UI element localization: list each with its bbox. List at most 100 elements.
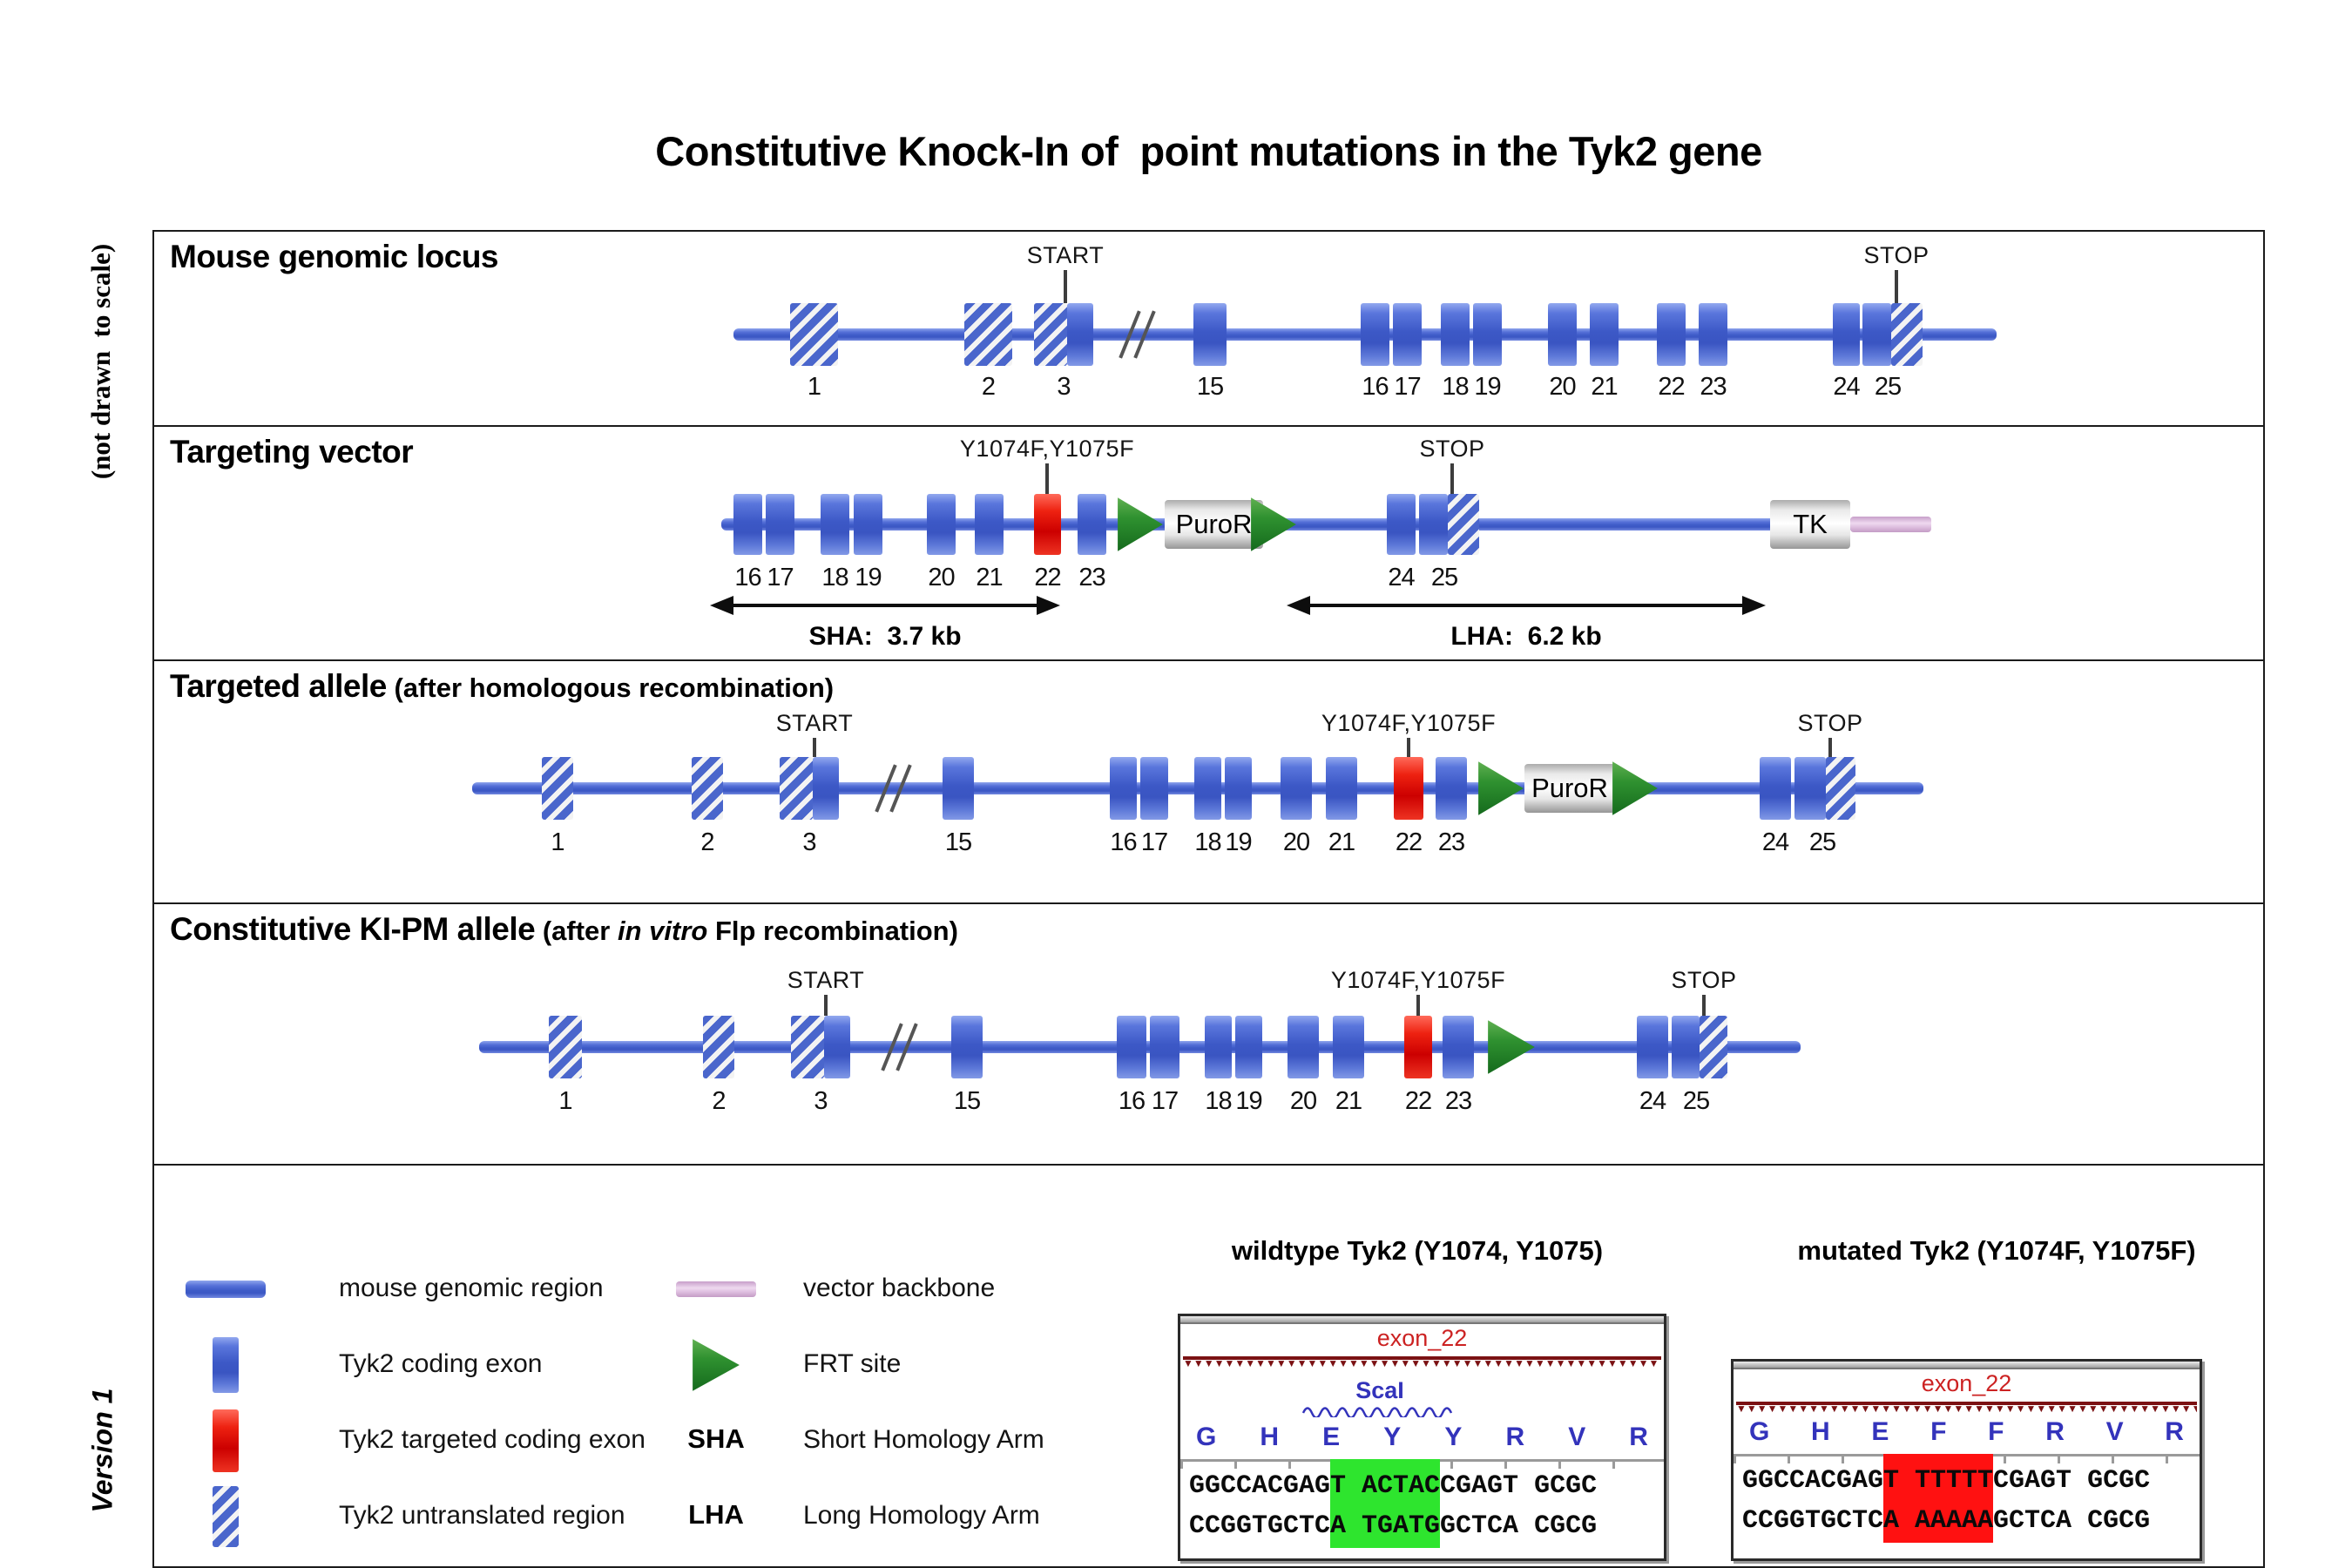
exon-24-number: 24 bbox=[1833, 373, 1860, 401]
panel-targeted-allele: Targeted allele (after homologous recomb… bbox=[152, 659, 2265, 904]
dna-top-strand: GGCCACGAGT TTTTTCGAGT GCGC bbox=[1742, 1466, 2151, 1496]
amino-acid-letter: H bbox=[1260, 1423, 1280, 1451]
legend-track: mouse genomic region Tyk2 coding exon Tyk2… bbox=[154, 1166, 2263, 1566]
panel-title: Targeted allele bbox=[170, 668, 387, 704]
coding-exon-24 bbox=[1833, 303, 1860, 366]
coding-exon-23 bbox=[1078, 494, 1106, 555]
utr-exon-25 bbox=[1700, 1016, 1727, 1078]
coding-exon-19 bbox=[1473, 303, 1502, 366]
sha-arrow-label: SHA: 3.7 kb bbox=[808, 622, 962, 651]
stop-marker-label: STOP bbox=[1863, 242, 1930, 268]
frt-site-icon bbox=[1118, 497, 1163, 551]
coding-exon-21 bbox=[975, 494, 1004, 555]
panel-title-note: (after homologous recombination) bbox=[386, 672, 835, 703]
legend-label-tyk2-coding-exon: Tyk2 coding exon bbox=[339, 1349, 543, 1378]
start-marker-tick bbox=[813, 738, 816, 757]
dna-top-strand: GGCCACGAGT ACTACCGAGT GCGC bbox=[1189, 1471, 1598, 1501]
exon-23-number: 23 bbox=[1437, 828, 1465, 856]
dna-bottom-strand: CCGGTGCTCA TGATGGCTCA CGCG bbox=[1189, 1511, 1598, 1541]
exon-15-number: 15 bbox=[953, 1087, 981, 1115]
legend-frt-site-icon bbox=[693, 1339, 740, 1391]
lha-arrow-left-head bbox=[1287, 596, 1310, 615]
exon-2-number: 2 bbox=[981, 373, 996, 401]
exon-region-label: exon_22 bbox=[1921, 1370, 2012, 1396]
exon-2-number: 2 bbox=[700, 828, 714, 856]
exon-21-number: 21 bbox=[1591, 373, 1618, 401]
amino-acid-letter: R bbox=[1629, 1423, 1648, 1451]
gene-track-targeted-allele: 1 2 3 START 15 16 17 18 19 20 21 22 Y1074F,Y1075F 23 P… bbox=[154, 661, 2263, 902]
exon-19-number: 19 bbox=[1235, 1087, 1262, 1115]
exon-region-sawtooth-icon: ▼▼▼▼▼▼▼▼▼▼▼▼▼▼▼▼▼▼▼▼▼▼▼▼▼▼▼▼▼▼▼▼▼▼▼▼▼▼▼▼… bbox=[1183, 1356, 1661, 1375]
panel-title-note: (after bbox=[535, 916, 618, 946]
amino-acid-letter: R bbox=[1505, 1423, 1525, 1451]
amino-acid-letter: F bbox=[1988, 1417, 2004, 1446]
coding-exon-17 bbox=[1140, 757, 1168, 820]
targeted-exon-22 bbox=[1394, 757, 1423, 820]
panel-mouse-genomic-locus: Mouse genomic locus 1 2 3 START 15 16 17 18 19 20 2… bbox=[152, 230, 2265, 427]
puror-cassette-box: PuroR bbox=[1165, 500, 1263, 549]
frt-site-icon bbox=[1612, 761, 1658, 815]
coding-exon-15 bbox=[1193, 303, 1227, 366]
stop-marker-tick bbox=[1895, 270, 1898, 303]
coding-exon-20 bbox=[1288, 1016, 1319, 1078]
coding-exon-16 bbox=[1117, 1016, 1146, 1078]
amino-acid-letter: E bbox=[1871, 1417, 1889, 1446]
exon-22-number: 22 bbox=[1034, 564, 1061, 591]
amino-acid-letter: V bbox=[1568, 1423, 1586, 1451]
gene-track-targeting-vector: 16 17 18 19 20 21 22 Y1074F,Y1075F 23 PuroR 24 25 ST… bbox=[154, 427, 2263, 659]
exon-15-number: 15 bbox=[1196, 373, 1224, 401]
coding-exon-17 bbox=[1150, 1016, 1179, 1078]
coding-exon-18 bbox=[1441, 303, 1470, 366]
amino-acid-letter: G bbox=[1196, 1423, 1217, 1451]
panel-heading-mouse-genomic-locus: Mouse genomic locus bbox=[170, 239, 499, 276]
coding-exon-3 bbox=[824, 1016, 850, 1078]
legend-label-mouse-genomic-region: mouse genomic region bbox=[339, 1274, 604, 1302]
coding-exon-21 bbox=[1326, 757, 1357, 820]
y1074f-y1075f-marker-label: Y1074F,Y1075F bbox=[1330, 967, 1506, 993]
exon-18-number: 18 bbox=[1205, 1087, 1232, 1115]
sha-arrow-line bbox=[731, 604, 1039, 607]
panel-heading-targeting-vector: Targeting vector bbox=[170, 434, 414, 471]
coding-exon-18 bbox=[1205, 1016, 1232, 1078]
codon-highlight-red bbox=[1883, 1454, 1994, 1543]
y1074f-y1075f-marker-tick bbox=[1407, 738, 1410, 757]
coding-exon-25 bbox=[1419, 494, 1448, 555]
coding-exon-21 bbox=[1333, 1016, 1364, 1078]
coding-exon-20 bbox=[1281, 757, 1312, 820]
exon-1-number: 1 bbox=[558, 1087, 572, 1115]
y1074f-y1075f-marker-label: Y1074F,Y1075F bbox=[1321, 710, 1497, 736]
coding-exon-16 bbox=[733, 494, 762, 555]
dna-sequences: GGCCACGAGT ACTACCGAGT GCGC CCGGTGCTCA TGA… bbox=[1189, 1459, 1598, 1548]
exon-24-number: 24 bbox=[1639, 1087, 1666, 1115]
amino-acid-letter: R bbox=[2045, 1417, 2065, 1446]
utr-exon-25 bbox=[1448, 494, 1479, 555]
exon-16-number: 16 bbox=[1110, 828, 1137, 856]
version-note: Version 1 bbox=[86, 1388, 118, 1513]
exon-3-number: 3 bbox=[1057, 373, 1071, 401]
panel-constitutive-ki-pm-allele: Constitutive KI-PM allele (after in vitr… bbox=[152, 902, 2265, 1166]
legend-genomic-line-swatch bbox=[186, 1281, 266, 1298]
coding-exon-23 bbox=[1699, 303, 1727, 366]
exon-1-number: 1 bbox=[807, 373, 821, 401]
coding-exon-17 bbox=[766, 494, 794, 555]
sequence-box-mutated: exon_22 ▼▼▼▼▼▼▼▼▼▼▼▼▼▼▼▼▼▼▼▼▼▼▼▼▼▼▼▼▼▼▼▼▼… bbox=[1731, 1359, 2202, 1561]
coding-exon-24 bbox=[1637, 1016, 1668, 1078]
exon-19-number: 19 bbox=[1225, 828, 1252, 856]
scale-note: (not drawn to scale) bbox=[85, 243, 116, 480]
utr-exon-2 bbox=[692, 757, 723, 820]
coding-exon-20 bbox=[927, 494, 956, 555]
exon-20-number: 20 bbox=[1549, 373, 1576, 401]
utr-exon-1 bbox=[549, 1016, 582, 1078]
exon-21-number: 21 bbox=[1328, 828, 1355, 856]
codon-highlight-green bbox=[1330, 1459, 1441, 1548]
coding-exon-25 bbox=[1794, 757, 1826, 820]
amino-acid-letter: E bbox=[1322, 1423, 1341, 1451]
puror-cassette-label: PuroR bbox=[1175, 509, 1253, 539]
exon-15-number: 15 bbox=[944, 828, 972, 856]
legend-coding-exon-swatch bbox=[213, 1337, 239, 1393]
exon-25-number: 25 bbox=[1808, 828, 1836, 856]
enzyme-site-wave-icon bbox=[1301, 1403, 1458, 1419]
dna-bottom-strand: CCGGTGCTCA AAAAAGCTCA CGCG bbox=[1742, 1506, 2151, 1536]
panel-targeting-vector: Targeting vector 16 17 18 19 20 21 22 Y1074F,Y10… bbox=[152, 425, 2265, 661]
